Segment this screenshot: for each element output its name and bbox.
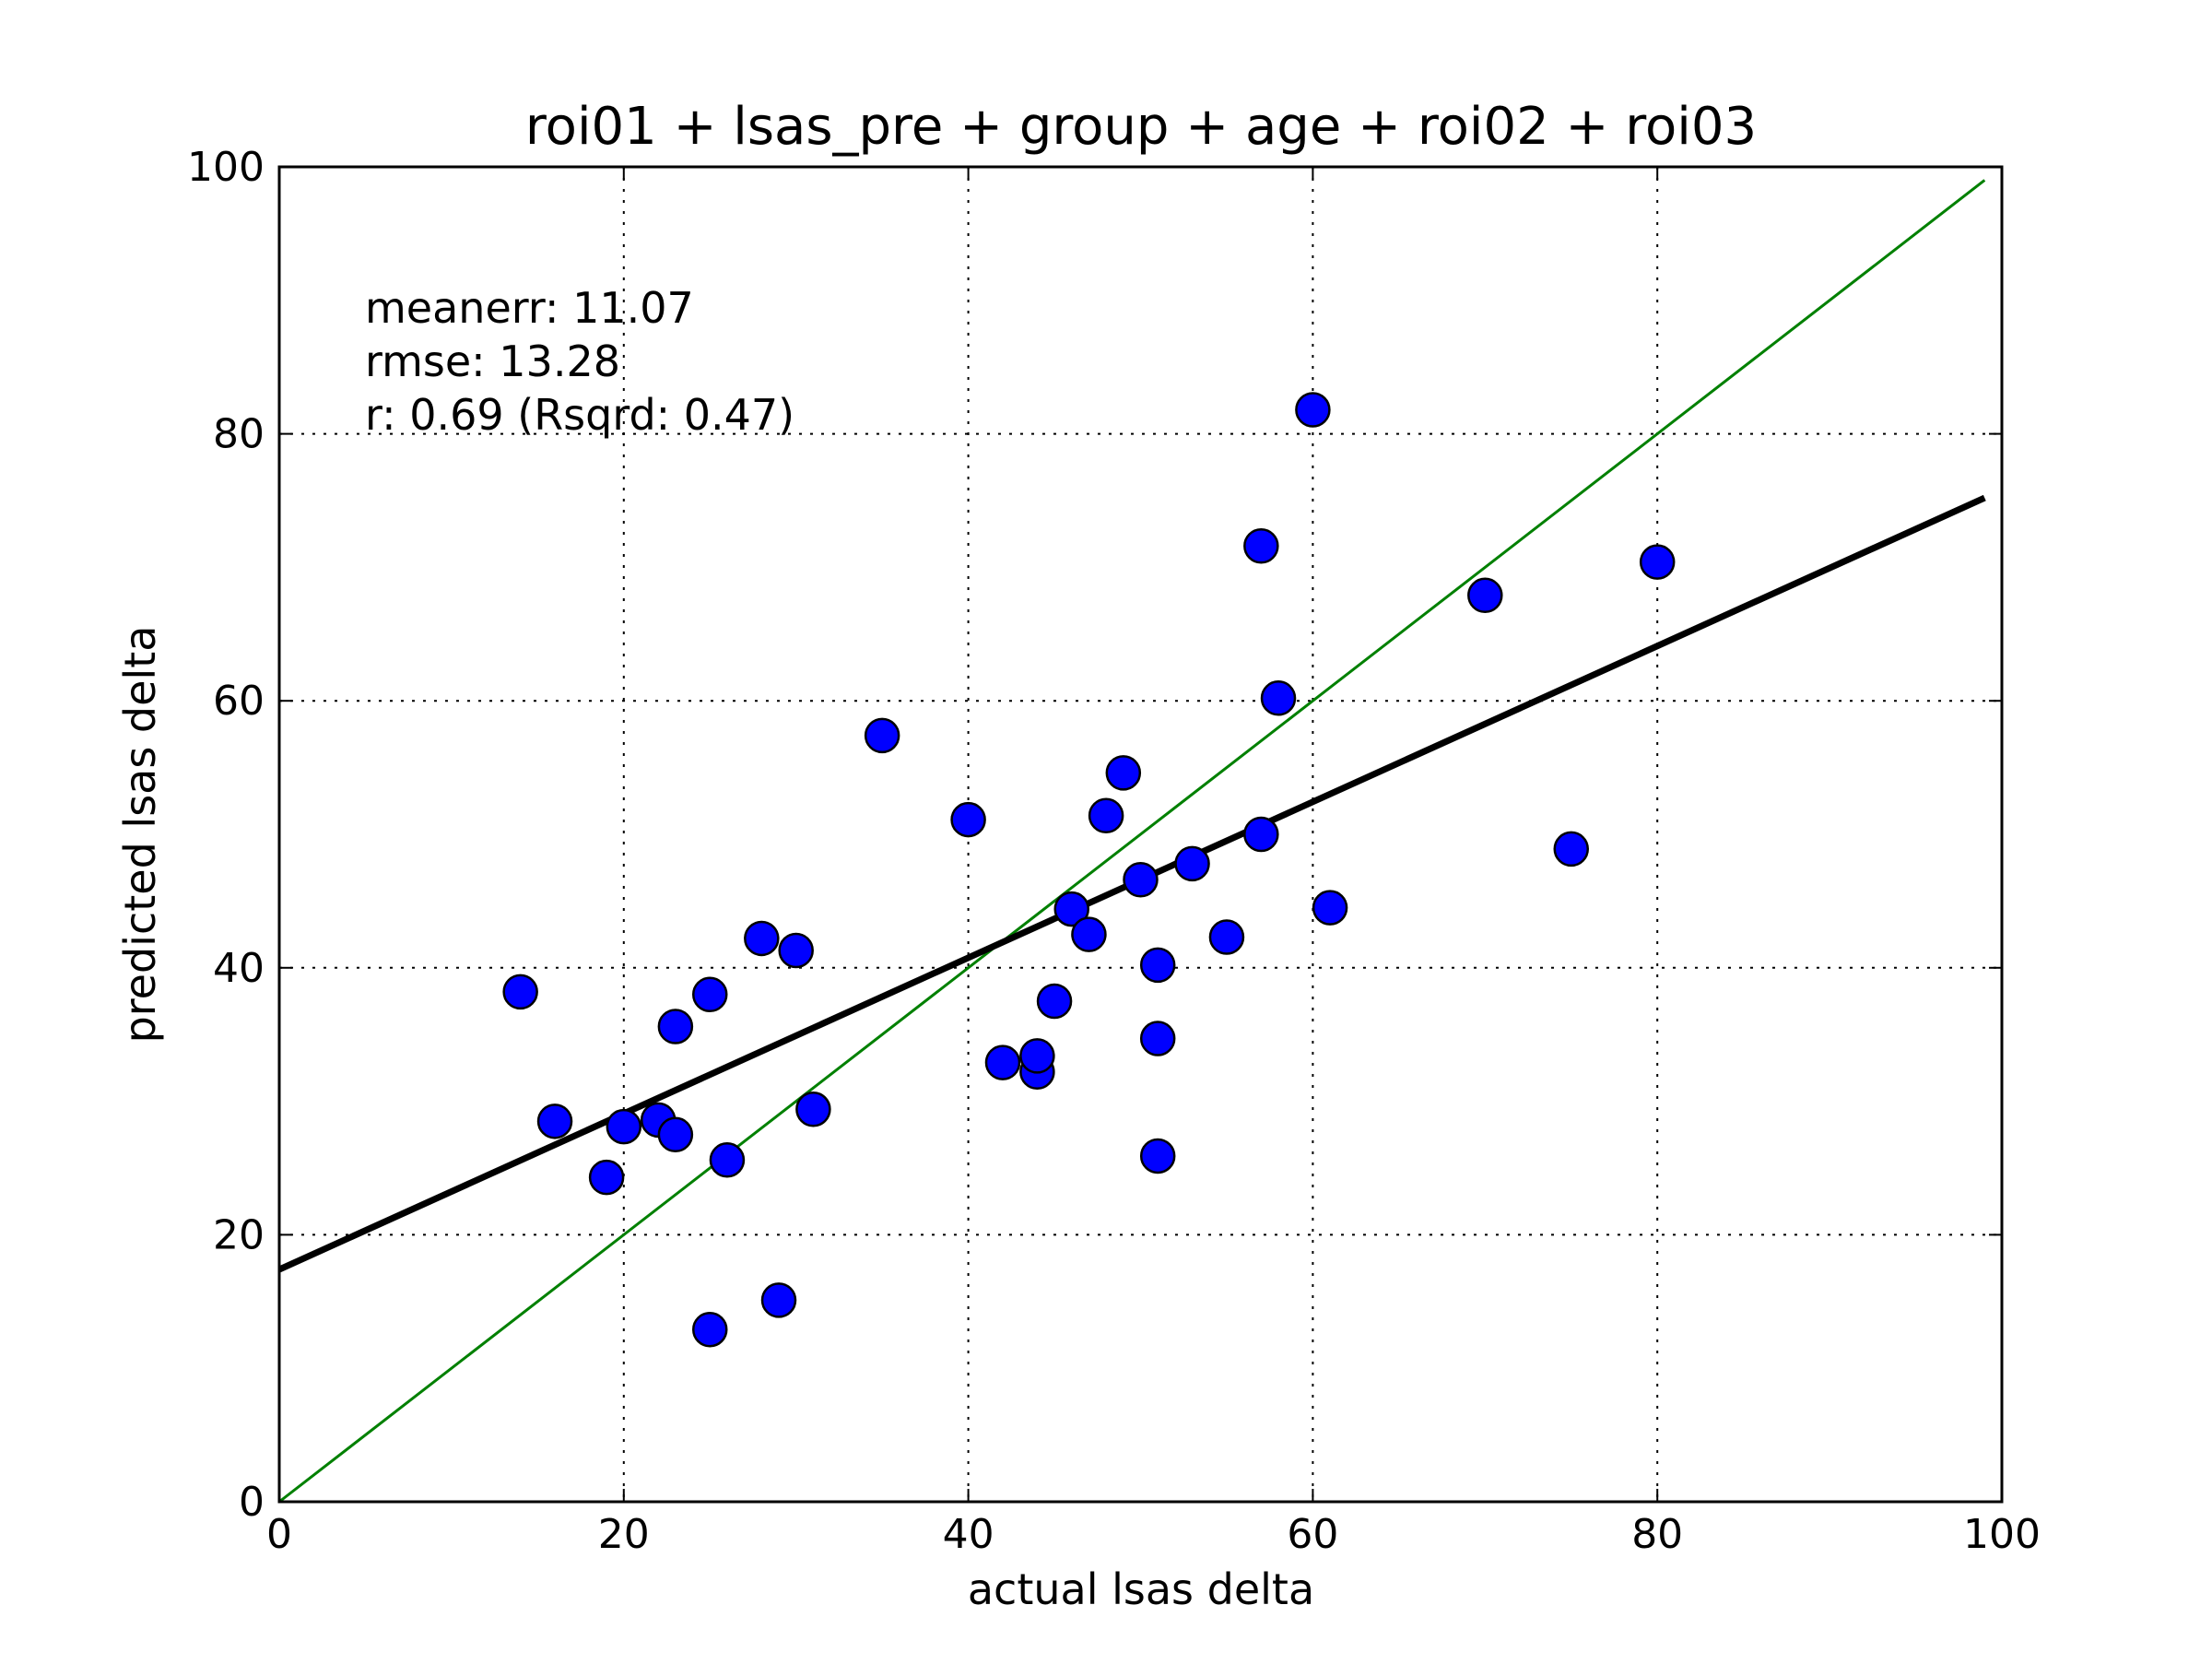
data-point bbox=[692, 1311, 728, 1348]
y-tick-label: 60 bbox=[213, 678, 265, 725]
data-point bbox=[1139, 1021, 1176, 1056]
data-point bbox=[1053, 891, 1089, 927]
data-point bbox=[1208, 919, 1245, 955]
y-tick-label: 100 bbox=[187, 144, 265, 191]
y-tick-label: 40 bbox=[213, 945, 265, 992]
data-point bbox=[1312, 890, 1348, 926]
data-point bbox=[795, 1092, 831, 1127]
data-point bbox=[1174, 845, 1210, 882]
point-layer bbox=[502, 392, 1676, 1348]
data-point bbox=[1088, 797, 1124, 833]
data-point bbox=[1036, 983, 1073, 1020]
x-tick-label: 100 bbox=[1963, 1511, 2041, 1558]
data-point bbox=[1243, 527, 1279, 564]
data-point bbox=[606, 1108, 642, 1145]
data-point bbox=[1260, 680, 1297, 716]
data-point bbox=[1139, 947, 1176, 984]
data-point bbox=[778, 932, 814, 969]
data-point bbox=[1243, 816, 1279, 853]
data-point bbox=[1553, 831, 1589, 867]
x-tick-label: 80 bbox=[1631, 1511, 1683, 1558]
data-point bbox=[1639, 544, 1676, 580]
data-point bbox=[1295, 392, 1331, 428]
chart-title: roi01 + lsas_pre + group + age + roi02 +… bbox=[525, 97, 1757, 157]
data-point bbox=[692, 976, 728, 1013]
data-point bbox=[984, 1044, 1021, 1080]
data-point bbox=[657, 1116, 694, 1153]
identity-line bbox=[278, 179, 1986, 1504]
y-tick-label: 80 bbox=[213, 411, 265, 458]
data-point bbox=[864, 717, 900, 754]
y-axis-label: predicted lsas delta bbox=[115, 626, 165, 1044]
x-tick-label: 0 bbox=[266, 1511, 292, 1558]
data-point bbox=[657, 1009, 694, 1044]
data-point bbox=[1139, 1138, 1176, 1174]
x-tick-label: 60 bbox=[1287, 1511, 1338, 1558]
data-point bbox=[1105, 755, 1142, 791]
data-point bbox=[760, 1282, 797, 1318]
stats-meanerr: meanerr: 11.07 bbox=[365, 283, 694, 333]
data-point bbox=[1467, 577, 1503, 614]
data-point bbox=[1071, 916, 1107, 952]
x-tick-label: 40 bbox=[943, 1511, 994, 1558]
x-axis-label: actual lsas delta bbox=[968, 1564, 1314, 1614]
data-point bbox=[1019, 1038, 1055, 1074]
grid-layer bbox=[279, 167, 2002, 1502]
data-point bbox=[1123, 861, 1159, 898]
y-tick-label: 20 bbox=[213, 1211, 265, 1258]
x-tick-label: 20 bbox=[598, 1511, 650, 1558]
plot-frame bbox=[277, 165, 2004, 1504]
stats-r: r: 0.69 (Rsqrd: 0.47) bbox=[365, 390, 794, 440]
data-point bbox=[744, 920, 780, 957]
stats-rmse: rmse: 13.28 bbox=[365, 336, 620, 386]
data-point bbox=[709, 1142, 746, 1178]
data-point bbox=[536, 1103, 573, 1139]
tick-layer: 0 20 40 60 80 100 0 20 40 60 80 100 bbox=[187, 144, 2041, 1558]
data-point bbox=[950, 801, 986, 838]
data-point bbox=[502, 974, 538, 1010]
y-tick-label: 0 bbox=[239, 1479, 265, 1526]
data-point bbox=[588, 1159, 625, 1196]
